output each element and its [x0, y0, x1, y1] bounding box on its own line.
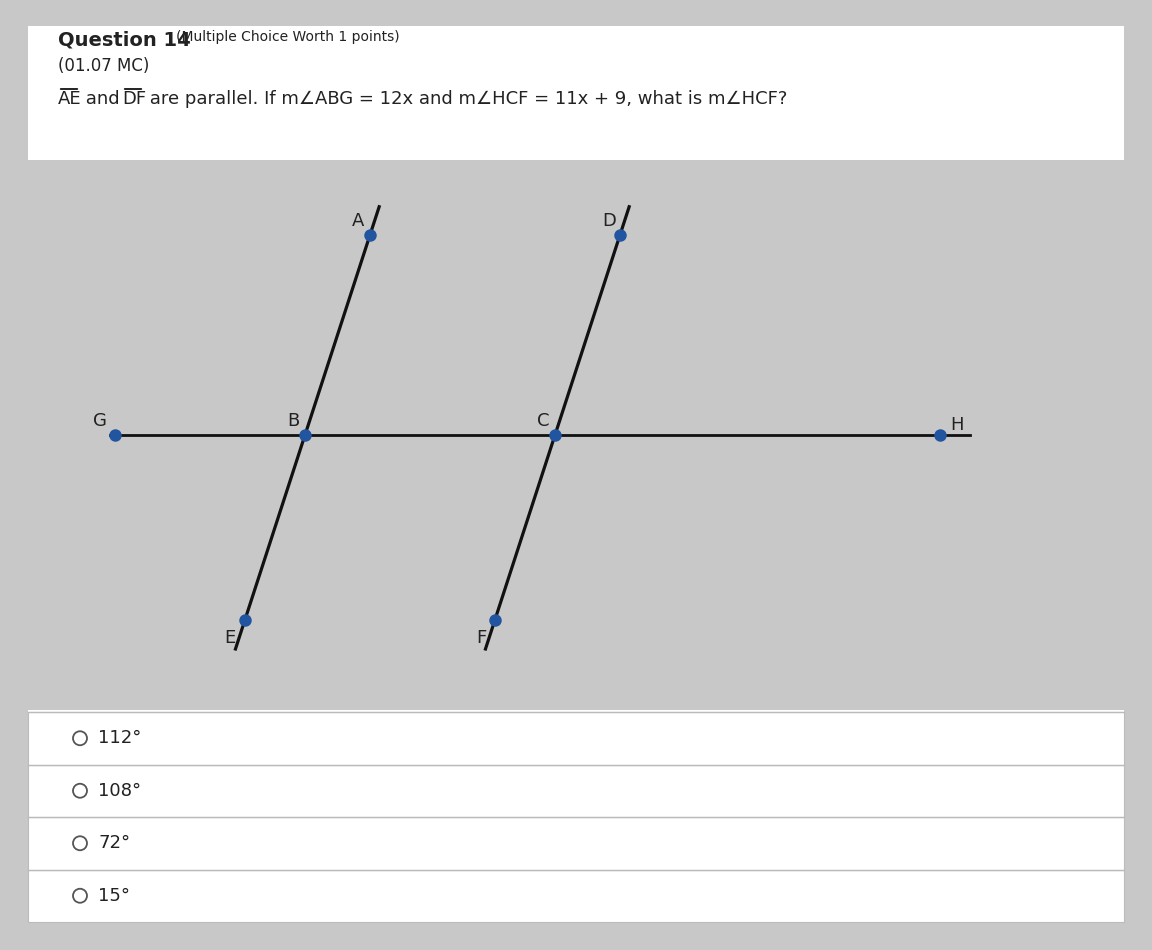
Bar: [28, 712, 1124, 765]
Text: C: C: [537, 412, 550, 430]
Bar: [28, 765, 1124, 817]
Text: 112°: 112°: [98, 730, 142, 748]
Text: B: B: [287, 412, 300, 430]
Circle shape: [73, 836, 88, 850]
Text: (01.07 MC): (01.07 MC): [58, 57, 150, 75]
Text: Question 14: Question 14: [58, 30, 191, 49]
Text: 15°: 15°: [98, 886, 130, 904]
Text: D: D: [601, 212, 616, 230]
Text: are parallel. If m∠ABG = 12x and m∠HCF = 11x + 9, what is m∠HCF?: are parallel. If m∠ABG = 12x and m∠HCF =…: [144, 90, 787, 108]
Text: 72°: 72°: [98, 834, 130, 852]
Text: DF: DF: [122, 90, 146, 108]
Circle shape: [73, 784, 88, 798]
Text: and: and: [79, 90, 126, 108]
Text: 108°: 108°: [98, 782, 142, 800]
Text: E: E: [225, 630, 236, 648]
Text: G: G: [93, 412, 107, 430]
Text: H: H: [950, 416, 963, 434]
Bar: [28, 817, 1124, 869]
Bar: [28, 869, 1124, 922]
Text: F: F: [477, 630, 487, 648]
Text: A: A: [351, 212, 364, 230]
Text: (Multiple Choice Worth 1 points): (Multiple Choice Worth 1 points): [176, 30, 400, 44]
Bar: [28, 160, 1124, 710]
Circle shape: [73, 889, 88, 902]
Circle shape: [73, 732, 88, 745]
Text: AE: AE: [58, 90, 82, 108]
